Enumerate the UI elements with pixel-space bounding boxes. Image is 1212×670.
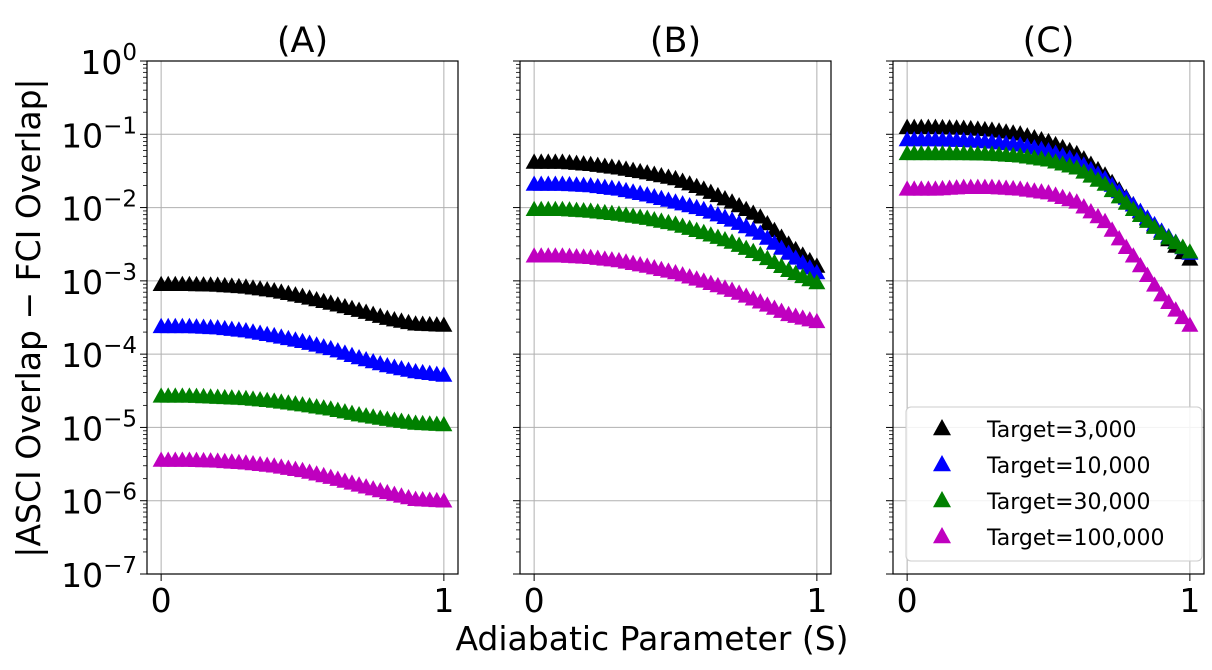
x-tick-label: 1 <box>1179 581 1200 620</box>
data-point-triangle <box>1160 293 1178 309</box>
data-point-triangle <box>1110 230 1128 246</box>
legend-label: Target=100,000 <box>986 526 1164 551</box>
data-series <box>898 178 1199 332</box>
axes-frame <box>892 60 1205 575</box>
data-point-triangle <box>1117 238 1135 254</box>
panel-a: 100 10−1 10−2 10−3 10−4 10−5 10−6 10−7 0 1 (A) <box>61 21 459 620</box>
x-tick-label: 0 <box>151 581 172 620</box>
x-tick-label: 1 <box>433 581 454 620</box>
x-axis-label: Adiabatic Parameter (S) <box>455 619 848 658</box>
axes-frame <box>519 60 832 575</box>
data-point-triangle <box>1138 266 1156 282</box>
y-tick-label: 10−2 <box>61 187 137 229</box>
x-tick-label: 1 <box>806 581 827 620</box>
data-point-triangle <box>808 264 826 280</box>
data-point-triangle <box>751 208 769 224</box>
legend-label: Target=10,000 <box>986 454 1150 479</box>
data-point-triangle <box>1146 276 1164 292</box>
data-series <box>152 275 453 332</box>
data-point-triangle <box>1096 212 1114 229</box>
legend-marker-triangle-icon <box>933 527 951 544</box>
data-point-triangle <box>1181 243 1199 259</box>
y-tick-label: 10−6 <box>61 480 137 522</box>
data-series <box>898 144 1199 259</box>
legend: Target=3,000 Target=10,000 Target=30,000… <box>905 406 1203 562</box>
data-point-triangle <box>765 221 783 238</box>
data-point-triangle <box>808 312 826 329</box>
data-point-triangle <box>1181 316 1199 332</box>
panel-c: 0 1 (C) <box>886 21 1205 620</box>
panel-title: (A) <box>277 21 328 61</box>
y-tick-label: 10−4 <box>61 333 137 375</box>
legend-item: Target=30,000 <box>933 490 1150 515</box>
x-tick-label: 0 <box>524 581 545 620</box>
data-series <box>525 247 826 329</box>
data-series <box>152 387 453 432</box>
data-point-triangle <box>1103 221 1121 237</box>
legend-frame <box>905 406 1203 562</box>
x-tick-label: 0 <box>897 581 918 620</box>
data-point-triangle <box>1174 308 1192 325</box>
data-point-triangle <box>758 215 776 231</box>
legend-label: Target=3,000 <box>986 418 1136 443</box>
y-tick-label: 10−5 <box>61 406 137 448</box>
data-point-triangle <box>1131 256 1149 273</box>
data-series <box>525 175 826 280</box>
data-point-triangle <box>808 273 826 290</box>
panel-title: (B) <box>650 21 701 61</box>
y-axis-label: |ASCI Overlap − FCI Overlap| <box>9 78 48 557</box>
y-tick-label: 10−7 <box>61 553 137 595</box>
legend-label: Target=30,000 <box>986 490 1150 515</box>
data-point-triangle <box>435 492 453 508</box>
axes-frame <box>146 60 459 575</box>
data-series <box>152 451 453 508</box>
y-tick-label: 10−1 <box>61 113 137 155</box>
data-series <box>525 200 826 290</box>
y-tick-label: 10−3 <box>61 260 137 302</box>
data-point-triangle <box>1167 301 1185 317</box>
legend-marker-triangle-icon <box>933 491 951 508</box>
y-tick-label: 100 <box>80 40 137 82</box>
data-point-triangle <box>435 415 453 432</box>
legend-marker-triangle-icon <box>933 455 951 472</box>
legend-item: Target=3,000 <box>933 418 1136 443</box>
data-point-triangle <box>1124 247 1142 263</box>
legend-item: Target=100,000 <box>933 526 1164 551</box>
panel-title: (C) <box>1023 21 1075 61</box>
legend-item: Target=10,000 <box>933 454 1150 479</box>
legend-marker-triangle-icon <box>933 419 951 436</box>
data-point-triangle <box>435 366 453 382</box>
data-point-triangle <box>435 316 453 332</box>
data-series <box>152 317 453 382</box>
data-point-triangle <box>1153 286 1171 302</box>
panel-b: 0 1 (B) <box>513 21 832 620</box>
